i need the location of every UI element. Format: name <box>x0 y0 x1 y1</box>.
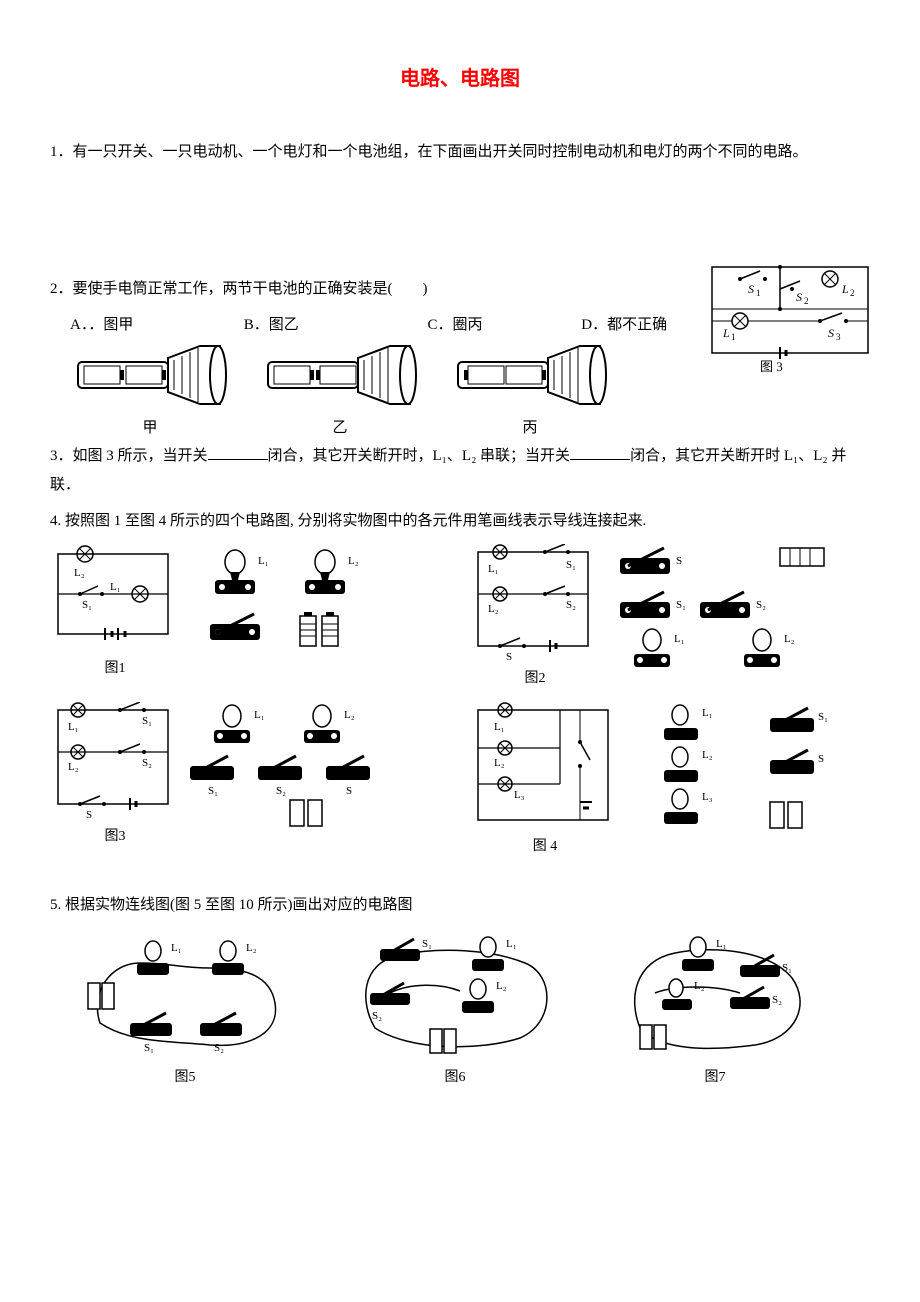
svg-text:S: S <box>748 282 754 296</box>
svg-text:S₁: S₁ <box>782 962 792 974</box>
svg-text:S₂: S₂ <box>276 785 286 797</box>
svg-text:L₂: L₂ <box>348 555 359 567</box>
svg-text:S₁: S₁ <box>676 599 686 611</box>
svg-text:L₁: L₁ <box>702 707 713 719</box>
question-4: 4. 按照图 1 至图 4 所示的四个电路图, 分别将实物图中的各元件用笔画线表… <box>50 507 870 536</box>
caption-yi: 乙 <box>260 414 420 443</box>
opt-a: A．．图甲 <box>70 311 240 340</box>
svg-text:S₁: S₁ <box>818 711 828 723</box>
schematic-4: L₁ L₂ L₃ <box>470 702 620 832</box>
figure-5: L₁ L₂ S₁ S₂ <box>80 933 290 1063</box>
svg-text:L: L <box>841 282 849 296</box>
svg-text:S₁: S₁ <box>208 785 218 797</box>
svg-text:3: 3 <box>836 332 841 342</box>
svg-text:S: S <box>86 809 92 821</box>
svg-text:S₁: S₁ <box>142 715 152 727</box>
svg-text:S₂: S₂ <box>756 599 766 611</box>
svg-text:L₂: L₂ <box>68 761 79 773</box>
figure-6: S₁ L₁ S₂ L₂ <box>350 933 560 1063</box>
svg-text:S₁: S₁ <box>566 559 576 571</box>
svg-text:L₁: L₁ <box>674 633 685 645</box>
schematic-3: S₁ L₁ L₂ S₂ S <box>50 702 180 822</box>
q1-drawing-area <box>50 175 870 275</box>
svg-text:图 3: 图 3 <box>760 359 783 374</box>
schematic-1: L₂ L₁ S₁ <box>50 544 180 654</box>
svg-text:L₂: L₂ <box>488 603 499 615</box>
svg-text:S: S <box>818 753 824 765</box>
svg-text:L₁: L₁ <box>488 563 499 575</box>
svg-text:L₁: L₁ <box>171 942 182 954</box>
svg-text:L₂: L₂ <box>694 980 705 992</box>
svg-text:L₂: L₂ <box>496 980 507 992</box>
opt-c: C．圈丙 <box>428 311 578 340</box>
svg-text:L₁: L₁ <box>110 581 121 593</box>
svg-text:S₂: S₂ <box>772 994 782 1006</box>
svg-text:L₂: L₂ <box>246 942 257 954</box>
svg-text:L₁: L₁ <box>716 938 727 950</box>
question-1: 1．有一只开关、一只电动机、一个电灯和一个电池组，在下面画出开关同时控制电动机和… <box>50 138 870 167</box>
svg-text:L₂: L₂ <box>784 633 795 645</box>
physical-3: L₁ L₂ S₁ S₂ <box>190 702 430 832</box>
svg-text:S₂: S₂ <box>372 1010 382 1022</box>
svg-text:S₁: S₁ <box>82 599 92 611</box>
flashlight-yi <box>260 340 420 410</box>
svg-text:S₂: S₂ <box>566 599 576 611</box>
q4-figures: L₂ L₁ S₁ 图1 <box>50 544 870 861</box>
svg-text:L₁: L₁ <box>506 938 517 950</box>
physical-2: S S₁ S₂ <box>610 544 870 674</box>
svg-text:S: S <box>828 326 834 340</box>
caption-bing: 丙 <box>450 414 610 443</box>
svg-text:S₂: S₂ <box>214 1042 224 1054</box>
page-title: 电路、电路图 <box>50 60 870 98</box>
opt-b: B．图乙 <box>244 311 424 340</box>
question-3: 3．如图 3 所示，当开关闭合，其它开关断开时，L₁、L₂ 串联；当开关闭合，其… <box>50 442 870 499</box>
svg-text:2: 2 <box>850 288 855 298</box>
svg-text:S: S <box>506 651 512 663</box>
figure-7: L₁ S₁ L₂ S₂ <box>620 933 810 1063</box>
svg-text:S: S <box>676 555 682 567</box>
svg-text:L₁: L₁ <box>68 721 79 733</box>
svg-text:S: S <box>346 785 352 797</box>
opt-d: D．都不正确 <box>581 311 681 340</box>
q5-figures: L₁ L₂ S₁ S₂ 图5 <box>50 933 870 1092</box>
svg-text:L₃: L₃ <box>702 791 713 803</box>
flashlight-jia <box>70 340 230 410</box>
svg-text:L₂: L₂ <box>494 757 505 769</box>
flashlight-bing <box>450 340 610 410</box>
svg-text:S₁: S₁ <box>144 1042 154 1054</box>
svg-text:L₂: L₂ <box>344 709 355 721</box>
svg-text:L₂: L₂ <box>702 749 713 761</box>
svg-text:L₂: L₂ <box>74 567 85 579</box>
physical-4: L₁ S₁ L₂ S <box>630 702 870 852</box>
svg-text:2: 2 <box>804 296 809 306</box>
svg-text:1: 1 <box>731 332 736 342</box>
svg-text:S: S <box>796 290 802 304</box>
schematic-2: L₁ S₁ L₂ S₂ S <box>470 544 600 664</box>
svg-text:S₁: S₁ <box>422 938 432 950</box>
svg-text:L: L <box>722 326 730 340</box>
svg-text:1: 1 <box>756 288 761 298</box>
svg-text:L₁: L₁ <box>258 555 269 567</box>
svg-text:L₁: L₁ <box>494 721 505 733</box>
svg-text:L₁: L₁ <box>254 709 265 721</box>
physical-1: L₁ L₂ <box>190 544 420 664</box>
figure-3: S1 L2 S2 L1 S3 图 3 <box>710 265 870 375</box>
caption-jia: 甲 <box>70 414 230 443</box>
svg-text:L₃: L₃ <box>514 789 525 801</box>
svg-text:S₂: S₂ <box>142 757 152 769</box>
question-5: 5. 根据实物连线图(图 5 至图 10 所示)画出对应的电路图 <box>50 891 870 920</box>
